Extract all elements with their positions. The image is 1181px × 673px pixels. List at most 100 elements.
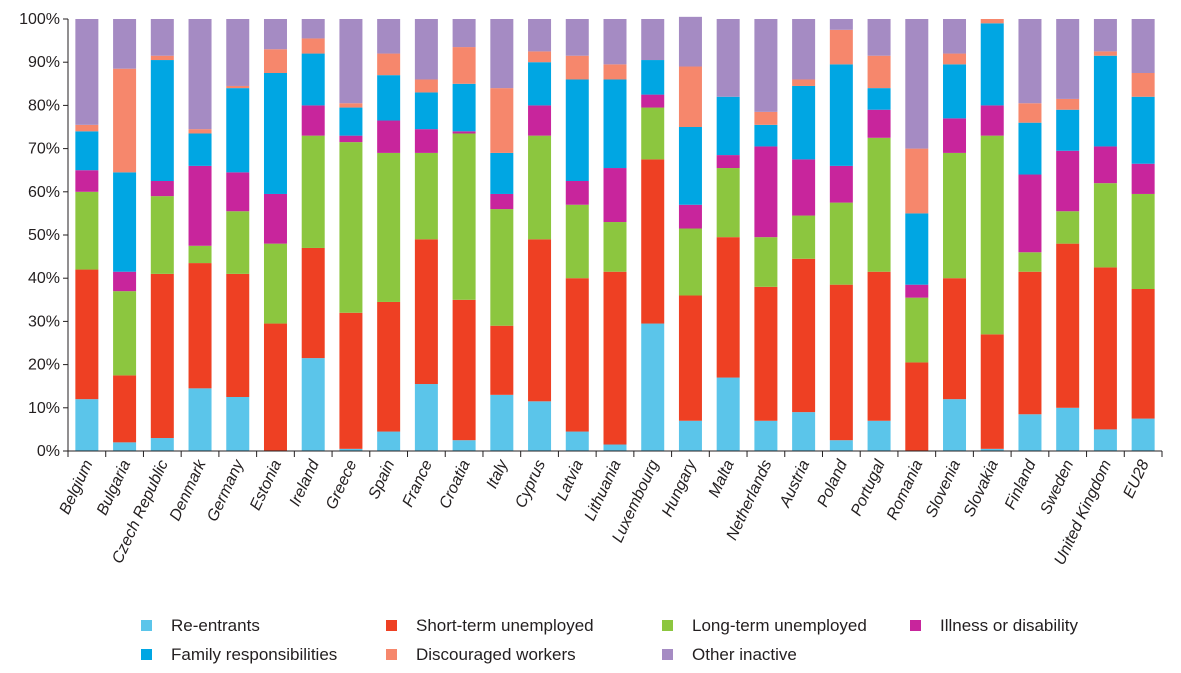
bar-segment-re-entrants xyxy=(754,420,778,451)
bar-segment-long-term-unemployed xyxy=(113,291,137,376)
bar-segment-re-entrants xyxy=(339,448,363,451)
x-category-label: Sweden xyxy=(1037,457,1077,517)
bar-segment-long-term-unemployed xyxy=(678,228,702,296)
bar-segment-discouraged-workers xyxy=(414,79,438,93)
bar-segment-short-term-unemployed xyxy=(188,263,212,389)
x-category-label: Latvia xyxy=(553,457,586,503)
bar-segment-discouraged-workers xyxy=(565,55,589,80)
bar-segment-re-entrants xyxy=(792,412,816,451)
legend-label-re-entrants: Re-entrants xyxy=(171,616,260,635)
bar-segment-family-responsibilities xyxy=(377,75,401,121)
bar-segment-family-responsibilities xyxy=(603,79,627,169)
x-category-label: Slovenia xyxy=(923,457,964,520)
bar-segment-family-responsibilities xyxy=(1018,122,1042,175)
bar-segment-long-term-unemployed xyxy=(943,152,967,279)
bar-segment-long-term-unemployed xyxy=(792,215,816,259)
y-tick-label: 20% xyxy=(28,357,60,374)
bar-segment-re-entrants xyxy=(490,394,514,451)
bar-segment-long-term-unemployed xyxy=(1018,252,1042,272)
bar-segment-short-term-unemployed xyxy=(943,278,967,400)
bar-segment-family-responsibilities xyxy=(528,62,552,106)
bar-segment-re-entrants xyxy=(150,438,174,451)
bar-segment-long-term-unemployed xyxy=(829,202,853,285)
bar-segment-long-term-unemployed xyxy=(377,152,401,302)
bar-segment-long-term-unemployed xyxy=(716,168,740,238)
bar-segment-long-term-unemployed xyxy=(528,135,552,240)
legend-label-long-term-unemployed: Long-term unemployed xyxy=(692,616,867,635)
bar-segment-family-responsibilities xyxy=(641,60,665,95)
bar-segment-long-term-unemployed xyxy=(226,211,250,274)
bar-segment-other-inactive xyxy=(490,19,514,89)
bar-segment-short-term-unemployed xyxy=(980,334,1004,449)
x-category-label: Poland xyxy=(815,457,852,510)
bar-segment-other-inactive xyxy=(452,19,476,48)
bar-segment-family-responsibilities xyxy=(226,88,250,173)
bar-segment-discouraged-workers xyxy=(1018,103,1042,123)
bar-segment-other-inactive xyxy=(1131,19,1155,73)
bar-segment-discouraged-workers xyxy=(339,103,363,108)
bar-segment-illness-or-disability xyxy=(829,165,853,203)
x-category-label: Austria xyxy=(776,457,813,510)
bar-segment-illness-or-disability xyxy=(980,105,1004,136)
bar-segment-short-term-unemployed xyxy=(490,325,514,395)
bar-segment-other-inactive xyxy=(528,19,552,52)
bar-segment-discouraged-workers xyxy=(829,29,853,65)
x-category-label: Portugal xyxy=(848,457,889,519)
bar-segment-illness-or-disability xyxy=(452,131,476,134)
bar-segment-other-inactive xyxy=(113,19,137,69)
bar-segment-illness-or-disability xyxy=(226,172,250,212)
bar-segment-long-term-unemployed xyxy=(905,297,929,363)
bar-segment-long-term-unemployed xyxy=(452,133,476,300)
bar-segment-re-entrants xyxy=(1093,429,1117,451)
bar-segment-short-term-unemployed xyxy=(414,239,438,385)
bar-segment-discouraged-workers xyxy=(980,19,1004,24)
bar-segment-family-responsibilities xyxy=(754,124,778,147)
bar-segment-long-term-unemployed xyxy=(867,137,891,272)
bar-segment-short-term-unemployed xyxy=(905,362,929,451)
y-axis: 0% 10% 20% 30% 40% 50% 60% 70% 80% 90% 100% xyxy=(19,11,69,460)
bar-segment-long-term-unemployed xyxy=(414,152,438,240)
bar-segment-illness-or-disability xyxy=(641,94,665,108)
bar-segment-illness-or-disability xyxy=(490,193,514,210)
bar-segment-discouraged-workers xyxy=(301,38,325,54)
bar-segment-family-responsibilities xyxy=(565,79,589,181)
bar-segment-other-inactive xyxy=(1056,19,1080,99)
bar-segment-illness-or-disability xyxy=(565,181,589,205)
y-tick-label: 80% xyxy=(28,97,60,114)
bar-segment-short-term-unemployed xyxy=(263,323,287,451)
bar-segment-short-term-unemployed xyxy=(339,312,363,449)
y-tick-label: 70% xyxy=(28,141,60,158)
bar-segment-illness-or-disability xyxy=(528,105,552,136)
x-category-label: Cyprus xyxy=(512,458,549,511)
bar-segment-other-inactive xyxy=(754,19,778,112)
bar-segment-discouraged-workers xyxy=(754,111,778,125)
bar-segment-re-entrants xyxy=(1018,414,1042,451)
bar-segment-re-entrants xyxy=(75,399,99,451)
bar-segment-illness-or-disability xyxy=(75,170,99,192)
bar-segment-family-responsibilities xyxy=(792,85,816,160)
bar-segment-family-responsibilities xyxy=(829,64,853,166)
bar-segment-family-responsibilities xyxy=(339,107,363,136)
bar-segment-family-responsibilities xyxy=(188,133,212,166)
bar-segment-discouraged-workers xyxy=(943,53,967,65)
bar-segment-long-term-unemployed xyxy=(150,196,174,274)
bar-segment-other-inactive xyxy=(75,19,99,125)
bar-segment-short-term-unemployed xyxy=(565,278,589,432)
bar-segment-long-term-unemployed xyxy=(603,222,627,272)
bar-segment-illness-or-disability xyxy=(716,155,740,169)
bar-segment-other-inactive xyxy=(263,19,287,50)
bar-segment-family-responsibilities xyxy=(867,88,891,110)
bar-segment-other-inactive xyxy=(150,19,174,56)
legend-label-discouraged-workers: Discouraged workers xyxy=(416,645,576,664)
legend-label-illness-or-disability: Illness or disability xyxy=(940,616,1078,635)
x-category-label: Malta xyxy=(706,457,738,500)
x-category-label: France xyxy=(400,457,436,509)
bar-segment-family-responsibilities xyxy=(1093,55,1117,147)
x-category-label: Croatia xyxy=(437,457,474,511)
bar-segment-discouraged-workers xyxy=(528,51,552,63)
bar-segment-family-responsibilities xyxy=(150,60,174,181)
bar-segment-illness-or-disability xyxy=(339,135,363,143)
bar-segment-other-inactive xyxy=(641,19,665,61)
bar-segment-other-inactive xyxy=(301,19,325,39)
